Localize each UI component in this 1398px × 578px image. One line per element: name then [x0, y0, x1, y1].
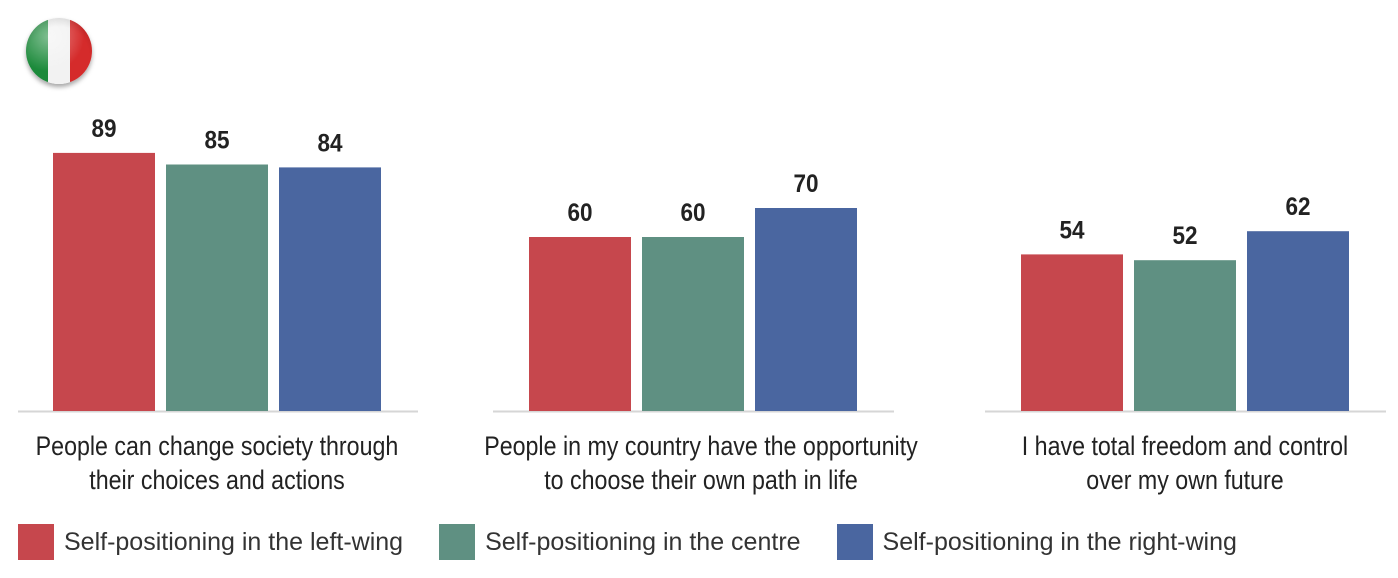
bar-centre-1	[166, 164, 268, 411]
legend-item-right-wing: Self-positioning in the right-wing	[836, 524, 1237, 560]
bar-left-wing-1	[53, 152, 155, 411]
data-label-centre-3: 52	[1172, 222, 1197, 250]
bar-centre-2	[642, 237, 744, 411]
bar-right-wing-2	[755, 208, 857, 411]
data-label-left-wing-2: 60	[567, 199, 592, 227]
category-label-1-line-1: People can change society through	[36, 431, 399, 461]
data-label-left-wing-3: 54	[1059, 216, 1085, 244]
flag-band-red	[70, 18, 92, 84]
data-label-centre-1: 85	[204, 126, 229, 154]
category-label-2-line-2: to choose their own path in life	[544, 465, 858, 495]
data-label-right-wing-3: 62	[1285, 193, 1310, 221]
data-label-centre-2: 60	[680, 199, 705, 227]
flag-band-white	[48, 18, 70, 84]
bar-right-wing-3	[1247, 231, 1349, 411]
data-label-left-wing-1: 89	[91, 115, 116, 143]
bar-left-wing-2	[529, 237, 631, 411]
legend-swatch-centre	[439, 524, 476, 560]
bar-right-wing-1	[279, 167, 381, 411]
legend-swatch-left-wing	[18, 524, 54, 560]
bar-chart: 89 85 84 People can change society through t…	[18, 115, 1386, 495]
legend-label-centre: Self-positioning in the centre	[485, 527, 801, 556]
legend-label-right-wing: Self-positioning in the right-wing	[882, 527, 1237, 556]
legend-item-centre: Self-positioning in the centre	[439, 524, 801, 560]
category-label-1-line-2: their choices and actions	[89, 465, 344, 495]
category-label-3-line-2: over my own future	[1086, 465, 1283, 495]
legend-label-left-wing: Self-positioning in the left-wing	[64, 527, 404, 556]
legend-item-left-wing: Self-positioning in the left-wing	[18, 524, 403, 560]
flag-band-green	[26, 18, 48, 84]
category-label-2-line-1: People in my country have the opportunit…	[484, 431, 918, 461]
legend: Self-positioning in the left-wing Self-p…	[18, 522, 1273, 562]
legend-swatch-right-wing	[836, 524, 873, 560]
italy-flag-icon	[26, 18, 92, 84]
category-label-3-line-1: I have total freedom and control	[1022, 431, 1348, 461]
data-label-right-wing-2: 70	[793, 170, 818, 198]
bar-centre-3	[1134, 260, 1236, 411]
bar-left-wing-3	[1021, 254, 1123, 411]
data-label-right-wing-1: 84	[317, 129, 343, 157]
